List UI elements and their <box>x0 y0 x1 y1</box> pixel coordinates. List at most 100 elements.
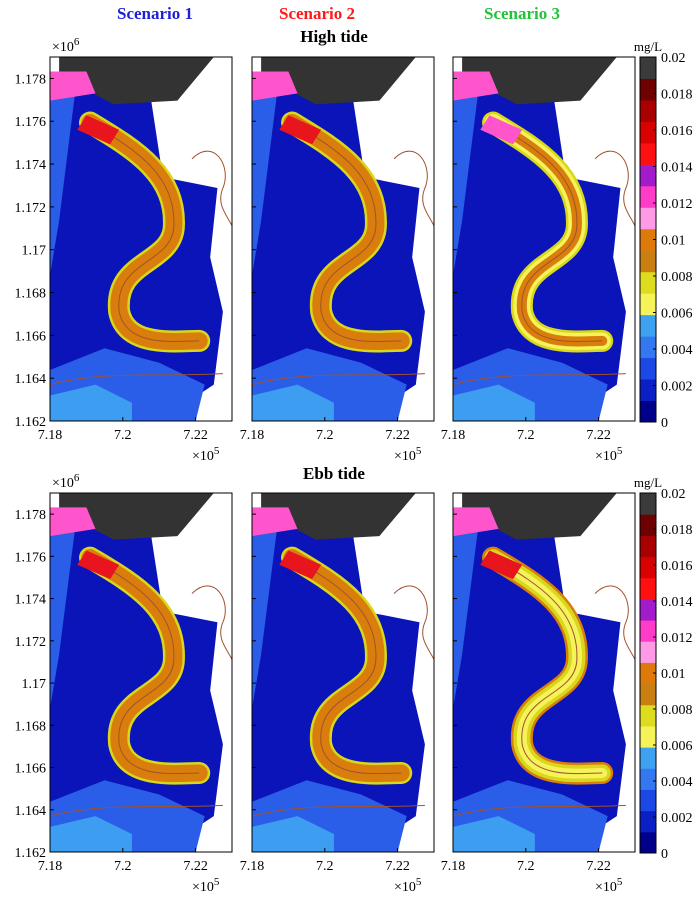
y-exponent: ×106 <box>52 472 80 491</box>
x-exponent: ×105 <box>192 445 220 464</box>
y-tick-label: 1.162 <box>15 846 47 861</box>
y-tick-label: 1.168 <box>15 719 47 734</box>
water-left <box>252 75 280 276</box>
colorbar-tick-label: 0.012 <box>661 197 693 212</box>
bank-line <box>393 585 434 661</box>
colorbar-tick-label: 0.02 <box>661 487 686 502</box>
colorbar-segment <box>640 250 656 273</box>
colorbar-tick-label: 0.004 <box>661 775 693 790</box>
dark-zone <box>59 57 214 105</box>
y-tick-label: 1.17 <box>22 244 47 259</box>
ebb-tide-title: Ebb tide <box>303 464 365 483</box>
bank-line <box>50 804 223 817</box>
colorbar-segment <box>640 314 656 337</box>
y-tick-label: 1.178 <box>15 508 47 523</box>
colorbar-tick-label: 0.004 <box>661 343 693 358</box>
map-panel: 7.18 7.2 7.22 ×105 <box>240 492 435 895</box>
colorbar-tick-label: 0.018 <box>661 88 693 103</box>
y-tick-label: 1.178 <box>15 72 47 87</box>
colorbar-segment <box>640 556 656 579</box>
dark-zone <box>261 493 416 540</box>
colorbar-label: mg/L <box>634 39 662 54</box>
colorbar-tick-label: 0.008 <box>661 703 693 718</box>
y-tick-label: 1.164 <box>15 372 47 387</box>
x-tick-label: 7.2 <box>517 859 535 874</box>
bank-line <box>393 150 434 227</box>
bank-line <box>594 585 635 661</box>
red-zone <box>279 550 322 580</box>
x-exponent: ×105 <box>394 876 422 895</box>
colorbar-segment <box>640 725 656 748</box>
colorbar-segment <box>640 493 656 515</box>
colorbar-tick-label: 0 <box>661 416 668 431</box>
colorbar-segment <box>640 831 656 854</box>
y-tick-label: 1.166 <box>15 762 47 777</box>
y-tick-label: 1.168 <box>15 287 47 302</box>
colorbar-segment <box>640 641 656 663</box>
x-tick-label: 7.2 <box>517 428 535 443</box>
water-light <box>50 816 132 852</box>
bank-line <box>191 585 232 661</box>
water-light <box>50 384 132 421</box>
colorbar-tick-label: 0.006 <box>661 739 693 754</box>
x-tick-label: 7.18 <box>441 428 466 443</box>
axes-frame <box>49 492 233 853</box>
high-tide-title: High tide <box>300 27 368 46</box>
map-panel: 7.18 7.2 7.22 ×105 <box>441 56 636 464</box>
map-panel: 7.18 7.2 7.22 ×105 1.162 1.164 1.166 1.168 1.17 1… <box>15 36 233 464</box>
axes-frame <box>251 492 435 853</box>
colorbar-tick-label: 0.006 <box>661 307 693 322</box>
y-tick-label: 1.172 <box>15 201 47 216</box>
pink-zone <box>252 71 298 101</box>
colorbar-label: mg/L <box>634 475 662 490</box>
pink-zone <box>50 71 96 101</box>
water-left <box>453 510 481 709</box>
y-tick-label: 1.174 <box>15 158 47 173</box>
x-exponent: ×105 <box>595 876 623 895</box>
colorbar-tick-label: 0.016 <box>661 124 693 139</box>
y-tick-label: 1.174 <box>15 593 47 608</box>
colorbar-segment <box>640 768 656 790</box>
scenario-2-title: Scenario 2 <box>278 4 356 23</box>
pink-zone <box>252 507 298 537</box>
colorbar-segment <box>640 99 656 122</box>
colorbar-segment <box>640 704 656 727</box>
colorbar-segment <box>640 514 656 536</box>
bank-line <box>50 373 223 386</box>
y-tick-label: 1.176 <box>15 115 47 130</box>
colorbar-segment <box>640 535 656 558</box>
x-tick-label: 7.18 <box>240 859 265 874</box>
colorbar-segment <box>640 379 656 402</box>
colorbar-segment <box>640 336 656 359</box>
water-light <box>252 816 334 852</box>
red-zone <box>77 115 120 145</box>
river-centerline <box>89 557 200 775</box>
colorbar-segment <box>640 185 656 208</box>
colorbar-segment <box>640 357 656 380</box>
colorbar-tick-label: 0.014 <box>661 595 693 610</box>
pink-zone <box>453 507 499 537</box>
x-tick-label: 7.2 <box>316 428 334 443</box>
colorbar-segment <box>640 207 656 230</box>
axes-frame <box>49 56 233 422</box>
colorbar-segment <box>640 662 656 685</box>
x-exponent: ×105 <box>192 876 220 895</box>
colorbar-segment <box>640 789 656 812</box>
colorbar-segment <box>640 164 656 187</box>
colorbar-tick-label: 0.002 <box>661 380 693 395</box>
dark-zone <box>462 57 617 105</box>
bank-line <box>453 373 626 386</box>
x-tick-label: 7.22 <box>385 428 410 443</box>
x-tick-label: 7.22 <box>385 859 410 874</box>
axes-frame <box>452 492 636 853</box>
colorbar-tick-label: 0.01 <box>661 234 686 249</box>
x-tick-label: 7.22 <box>586 859 611 874</box>
y-tick-label: 1.17 <box>22 677 47 692</box>
y-exponent: ×106 <box>52 36 80 55</box>
dark-zone <box>261 57 416 105</box>
bank-line <box>252 804 425 817</box>
water-light <box>453 816 535 852</box>
colorbar-tick-label: 0.016 <box>661 559 693 574</box>
x-tick-label: 7.22 <box>586 428 611 443</box>
